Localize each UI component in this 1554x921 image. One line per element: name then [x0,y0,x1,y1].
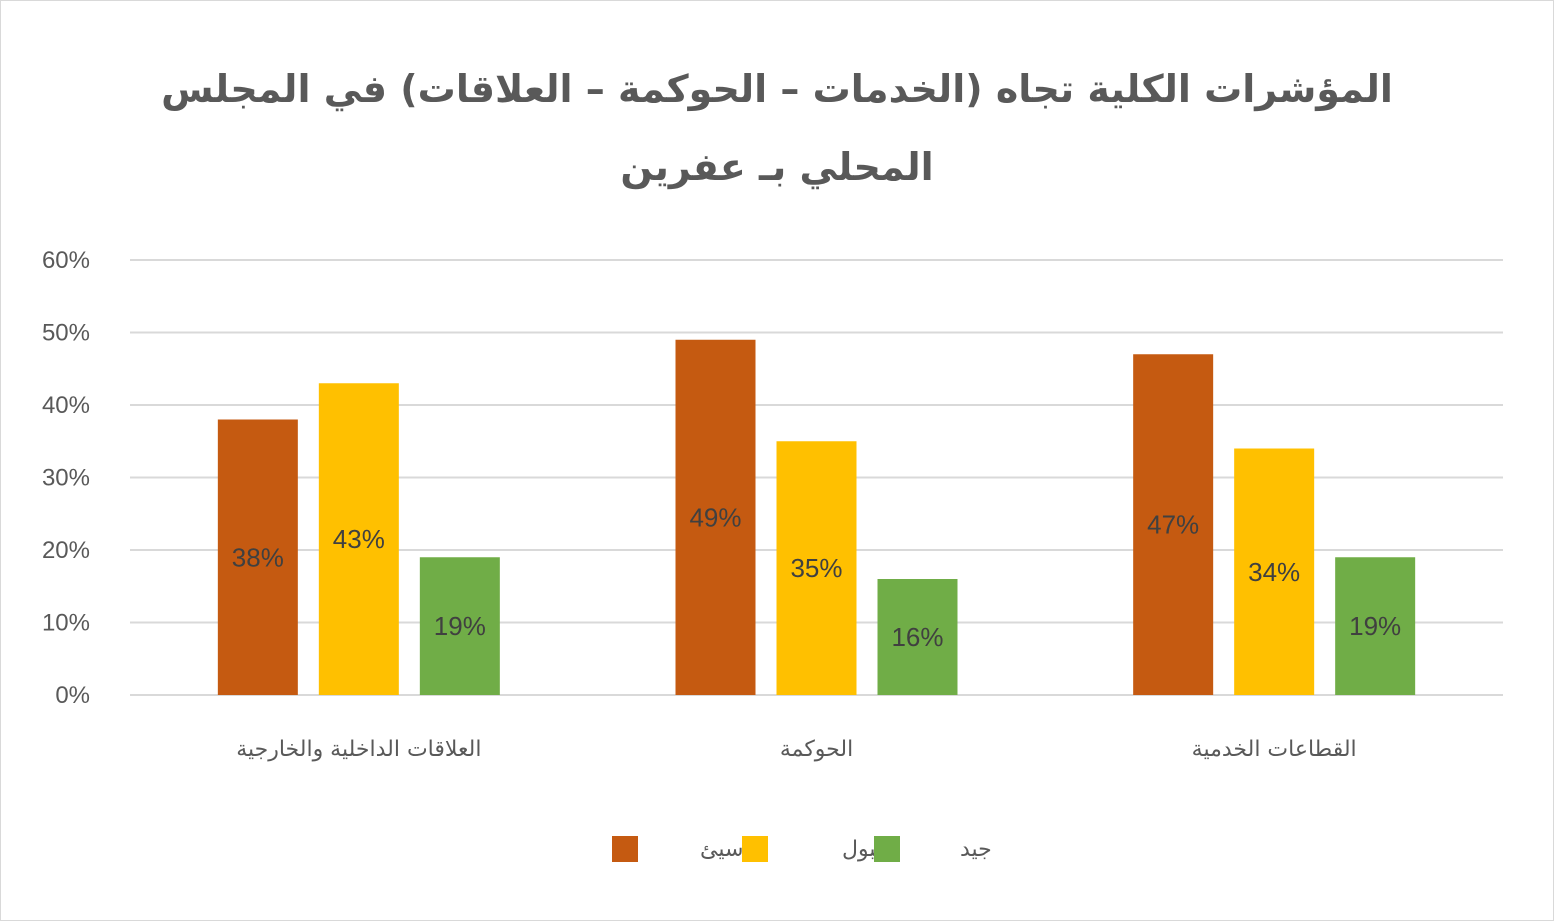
y-tick-label: 10% [42,610,90,637]
data-label: 47% [1147,510,1199,540]
bar [419,557,500,695]
legend-swatch [612,836,638,862]
bar [877,579,958,695]
y-tick-label: 50% [42,320,90,347]
category-labels: القطاعات الخدمية الحوكمة العلاقات الداخلية… [236,737,1356,762]
legend-swatch [874,836,900,862]
data-labels: 47% 34% 19% 49% 35% 16% 38% 43% 19% [232,502,1401,652]
chart-title: المؤشرات الكلية تجاه (الخدمات – الحوكمة … [100,50,1454,206]
data-label: 34% [1248,557,1300,587]
data-label: 19% [1349,611,1401,641]
bar [675,339,756,695]
category-label: الحوكمة [780,737,853,762]
legend-label: جيد [960,837,992,862]
data-label: 49% [689,502,741,532]
data-label: 19% [434,611,486,641]
bar [1234,448,1315,695]
data-label: 35% [790,553,842,583]
category-label: القطاعات الخدمية [1192,737,1357,762]
data-label: 43% [333,524,385,554]
chart-title-line-1: المؤشرات الكلية تجاه (الخدمات – الحوكمة … [161,67,1393,111]
y-axis-tick-labels: 0% 10% 20% 30% 40% 50% 60% [42,247,90,709]
bar [1133,354,1214,695]
data-label: 16% [891,622,943,652]
bar [1335,557,1416,695]
y-tick-label: 60% [42,247,90,274]
bar [318,383,399,695]
legend: سيئ مقبول جيد [612,836,992,862]
legend-swatch [742,836,768,862]
legend-label: سيئ [700,837,743,862]
y-tick-label: 0% [55,682,90,709]
category-label: العلاقات الداخلية والخارجية [236,737,481,762]
y-tick-label: 30% [42,465,90,492]
bar [776,441,857,695]
data-label: 38% [232,542,284,572]
bars [217,339,1416,695]
chart-title-line-2: المحلي بـ عفرين [620,145,934,189]
y-tick-label: 40% [42,392,90,419]
bar [217,419,298,695]
y-tick-label: 20% [42,537,90,564]
